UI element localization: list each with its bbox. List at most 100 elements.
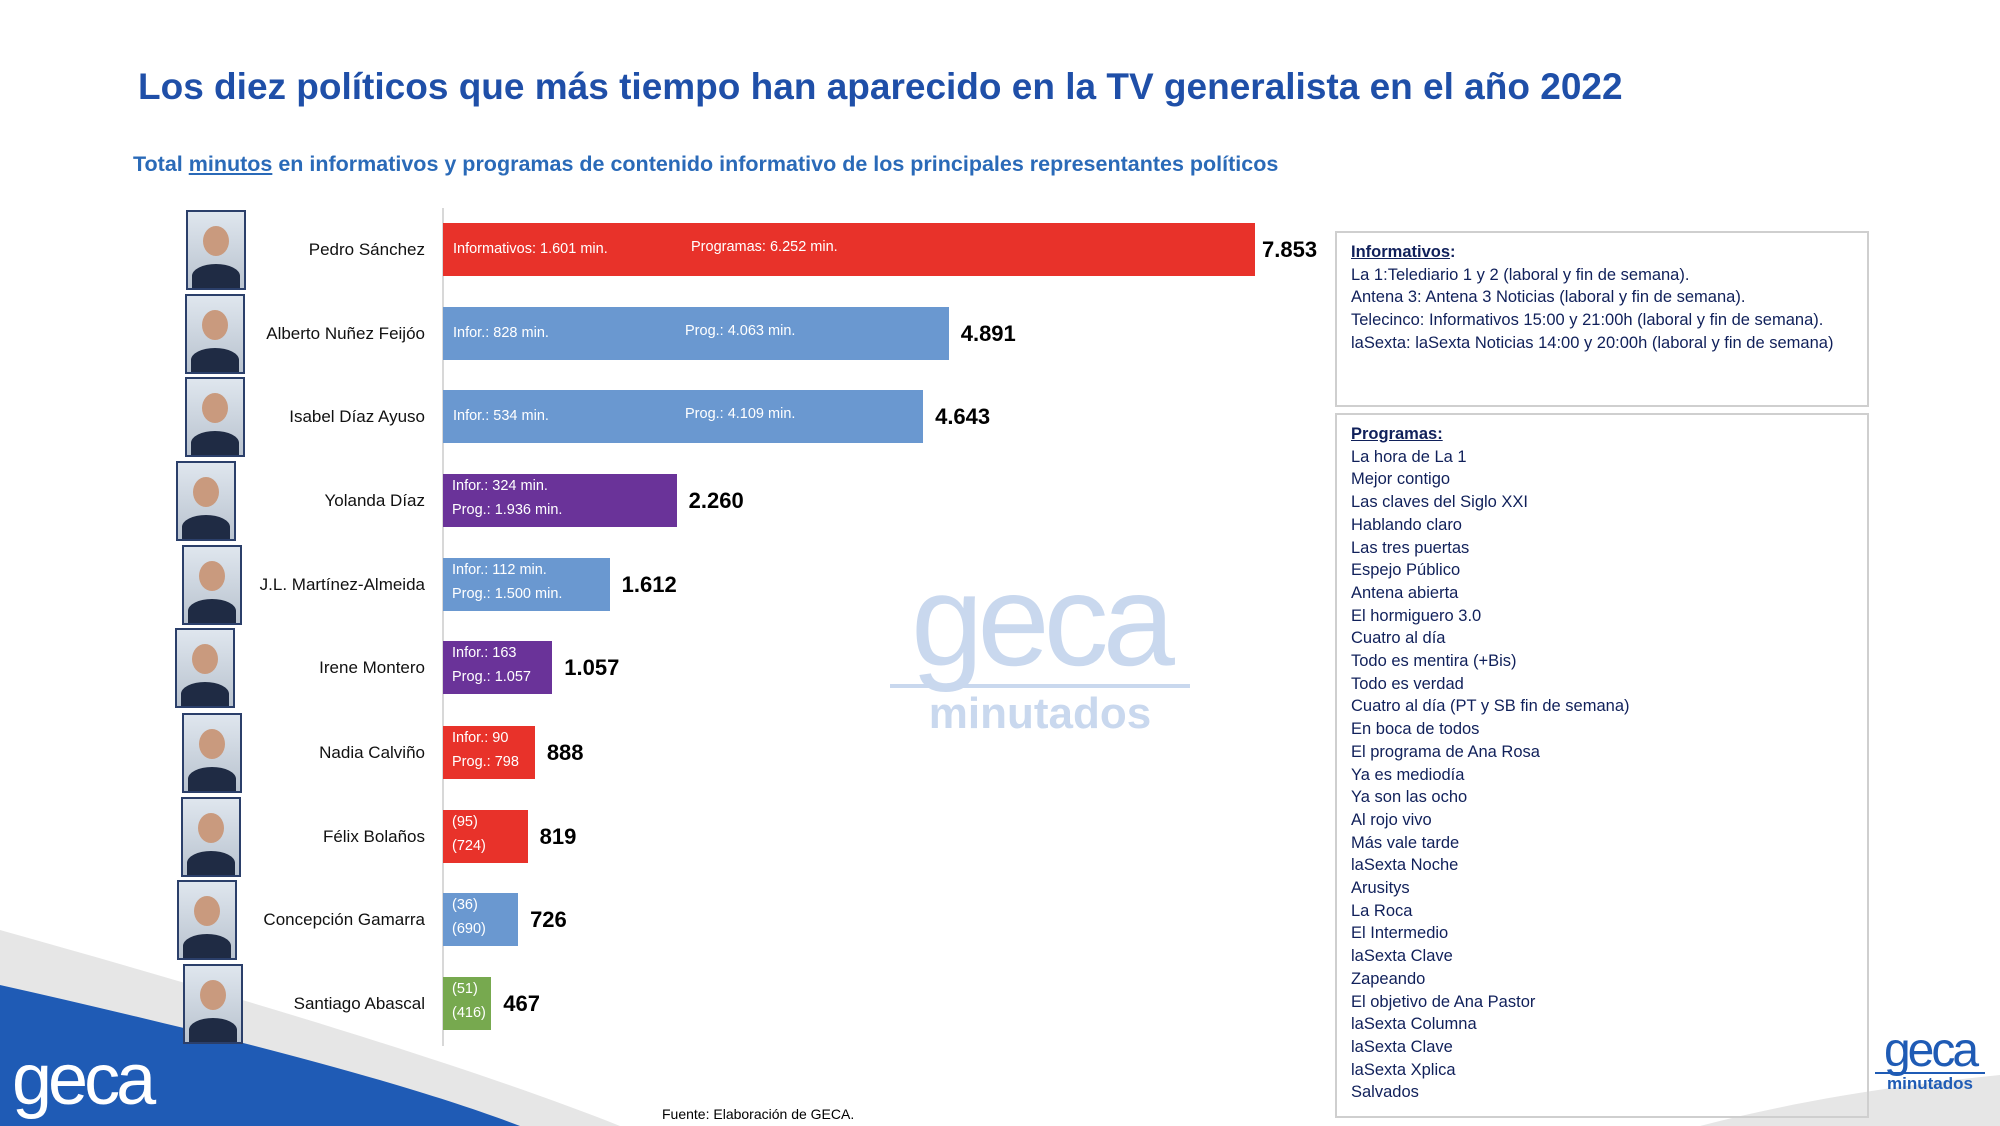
bar-label-informativos: (95)	[452, 814, 478, 830]
bar-value-label: 4.891	[960, 321, 1016, 346]
programa-item: Arusitys	[1351, 879, 1410, 898]
chart-row: Pedro Sánchez Informativos: 1.601 min. P…	[0, 210, 1330, 290]
logo-right-brand: geca	[1883, 1024, 1979, 1077]
programa-item: Más vale tarde	[1351, 833, 1460, 852]
programa-item: El hormiguero 3.0	[1351, 606, 1482, 625]
watermark-sub: minutados	[890, 684, 1190, 740]
programa-item: laSexta Noche	[1351, 856, 1459, 875]
programa-item: Zapeando	[1351, 969, 1426, 988]
chart-row: Alberto Nuñez Feijóo Infor.: 828 min. Pr…	[0, 294, 1330, 374]
bar: Infor.: 90 Prog.: 798	[443, 726, 535, 779]
programa-item: Al rojo vivo	[1351, 810, 1432, 829]
bar-label-programas: Prog.: 1.500 min.	[452, 586, 563, 602]
bar-label-informativos: Infor.: 534 min.	[453, 408, 549, 424]
bar: Infor.: 828 min. Prog.: 4.063 min.	[443, 307, 949, 360]
politician-photo	[176, 461, 236, 541]
bar-label-programas: Prog.: 4.063 min.	[685, 323, 796, 339]
programa-item: Todo es verdad	[1351, 674, 1464, 693]
bar-label-programas: Programas: 6.252 min.	[691, 239, 838, 255]
programa-item: Las claves del Siglo XXI	[1351, 493, 1529, 512]
programa-item: Antena abierta	[1351, 583, 1459, 602]
bar: (95) (724)	[443, 810, 528, 863]
logo-right-sub: minutados	[1875, 1072, 1985, 1094]
programa-item: Cuatro al día (PT y SB fin de semana)	[1351, 697, 1630, 716]
programa-item: laSexta Columna	[1351, 1015, 1477, 1034]
programa-item: Las tres puertas	[1351, 538, 1470, 557]
bar-label-informativos: Infor.: 828 min.	[453, 325, 549, 341]
politician-name: Nadia Calviño	[319, 743, 425, 762]
bar: Infor.: 534 min. Prog.: 4.109 min.	[443, 390, 924, 443]
bar-label-informativos: Infor.: 90	[452, 730, 509, 746]
programa-item: Salvados	[1351, 1083, 1419, 1102]
chart-row: J.L. Martínez-Almeida Infor.: 112 min. P…	[0, 545, 1330, 625]
bar-value-label: 819	[539, 824, 577, 849]
bar-label-informativos: Infor.: 163	[452, 645, 517, 661]
politician-photo	[175, 628, 235, 708]
bar-label-programas: Prog.: 1.936 min.	[452, 502, 563, 518]
programa-item: La Roca	[1351, 901, 1413, 920]
informativos-box: Informativos: La 1:Telediario 1 y 2 (lab…	[1335, 231, 1869, 407]
chart-row: Nadia Calviño Infor.: 90 Prog.: 798 888	[0, 713, 1330, 793]
programa-item: El objetivo de Ana Pastor	[1351, 992, 1536, 1011]
bar-label-programas: (724)	[452, 838, 486, 854]
politician-photo	[182, 713, 242, 793]
chart-row: Yolanda Díaz Infor.: 324 min. Prog.: 1.9…	[0, 461, 1330, 541]
chart-row: Santiago Abascal (51) (416) 467	[0, 964, 1330, 1044]
informativos-line: Antena 3: Antena 3 Noticias (laboral y f…	[1351, 288, 1746, 307]
bar-label-informativos: Informativos: 1.601 min.	[453, 241, 608, 257]
bar: Informativos: 1.601 min. Programas: 6.25…	[443, 223, 1255, 276]
bar-label-programas: (690)	[452, 921, 486, 937]
bar-label-programas: Prog.: 4.109 min.	[685, 406, 796, 422]
politician-name: Concepción Gamarra	[263, 910, 425, 929]
page-title: Los diez políticos que más tiempo han ap…	[138, 66, 1623, 107]
bar-label-programas: (416)	[452, 1005, 486, 1021]
chart-row: Concepción Gamarra (36) (690) 726	[0, 880, 1330, 960]
source-note: Fuente: Elaboración de GECA.	[662, 1106, 855, 1122]
informativos-line: La 1:Telediario 1 y 2 (laboral y fin de …	[1351, 265, 1690, 284]
programas-box: Programas: La hora de La 1 Mejor contigo L…	[1335, 413, 1869, 1118]
bar-value-label: 2.260	[688, 488, 744, 513]
bar-value-label: 1.612	[621, 572, 677, 597]
bar: (36) (690)	[443, 893, 519, 946]
politician-name: Pedro Sánchez	[308, 240, 425, 259]
politician-photo	[183, 964, 243, 1044]
politician-name: Alberto Nuñez Feijóo	[266, 324, 425, 343]
bar-value-label: 888	[546, 740, 584, 765]
y-axis-line	[442, 208, 444, 1046]
subtitle-pre: Total	[133, 152, 189, 176]
chart-row: Isabel Díaz Ayuso Infor.: 534 min. Prog.…	[0, 377, 1330, 457]
politician-photo	[186, 210, 246, 290]
politician-name: Yolanda Díaz	[324, 491, 425, 510]
blue-swoosh	[0, 985, 520, 1126]
programa-item: La hora de La 1	[1351, 447, 1467, 466]
politician-name: J.L. Martínez-Almeida	[259, 575, 425, 594]
bar-label-informativos: (51)	[452, 981, 478, 997]
chart-subtitle: Total minutos en informativos y programa…	[133, 152, 1278, 177]
programa-item: Todo es mentira (+Bis)	[1351, 652, 1517, 671]
programa-item: Ya es mediodía	[1351, 765, 1465, 784]
politician-photo	[182, 545, 242, 625]
informativos-line: Telecinco: Informativos 15:00 y 21:00h (…	[1351, 311, 1824, 330]
bar-label-informativos: (36)	[452, 897, 478, 913]
bar-value-label: 467	[503, 991, 540, 1016]
bar-value-label: 726	[530, 907, 567, 932]
watermark-brand: geca	[911, 547, 1175, 693]
bar-label-programas: Prog.: 1.057	[452, 669, 531, 685]
informativos-heading: Informativos	[1351, 243, 1451, 261]
bar-label-informativos: Infor.: 324 min.	[452, 478, 548, 494]
geca-minutados-logo: geca minutados	[1875, 1024, 1985, 1094]
subtitle-underlined: minutos	[188, 152, 273, 176]
grey-swoosh-right	[1700, 1075, 2000, 1126]
programa-item: Cuatro al día	[1351, 629, 1446, 648]
bar: (51) (416)	[443, 977, 492, 1030]
programa-item: El Intermedio	[1351, 924, 1449, 943]
programa-item: Hablando claro	[1351, 515, 1462, 534]
politician-name: Irene Montero	[319, 658, 425, 677]
politician-photo	[181, 797, 241, 877]
bar: Infor.: 112 min. Prog.: 1.500 min.	[443, 558, 610, 611]
bar-label-programas: Prog.: 798	[452, 754, 519, 770]
programa-item: En boca de todos	[1351, 720, 1480, 739]
politician-photo	[185, 377, 245, 457]
programas-heading: Programas:	[1351, 425, 1443, 443]
